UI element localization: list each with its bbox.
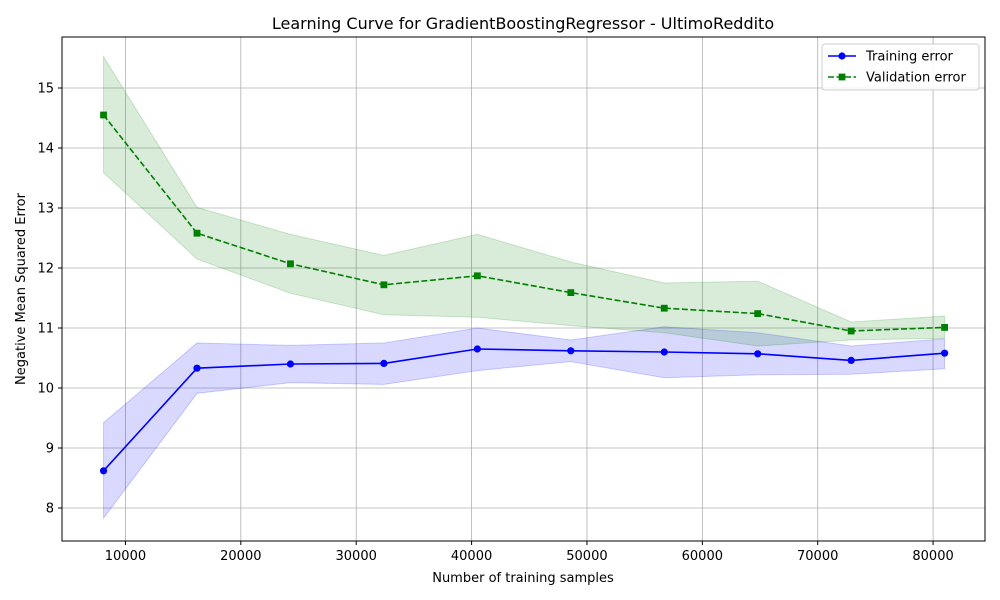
confidence-band-validation (103, 55, 946, 347)
series-line-validation (102, 114, 945, 332)
x-tick-label: 20000 (220, 549, 261, 564)
data-point-training (660, 348, 668, 356)
data-point-training (847, 356, 855, 364)
data-point-validation (660, 304, 668, 312)
data-point-training (473, 345, 481, 353)
data-point-validation (473, 272, 481, 280)
axes-frame (61, 36, 986, 542)
x-tick-label: 40000 (451, 549, 492, 564)
data-point-training (286, 360, 295, 368)
x-tick-label: 80000 (912, 549, 953, 564)
legend-marker-validation (838, 73, 846, 81)
x-axis-label: Number of training samples (432, 571, 614, 586)
y-tick-label: 11 (37, 322, 54, 337)
y-tick-label: 8 (46, 502, 54, 517)
legend-box (821, 43, 980, 91)
data-point-validation (100, 111, 107, 119)
data-point-training (941, 349, 949, 357)
y-tick-label: 12 (37, 262, 54, 277)
data-point-training (567, 347, 575, 355)
data-point-training (193, 364, 201, 372)
data-point-validation (287, 260, 294, 268)
data-point-validation (193, 229, 201, 237)
x-tick-label: 60000 (682, 549, 723, 564)
legend-label-training: Training error (865, 50, 954, 65)
data-point-training (380, 359, 388, 367)
y-tick-label: 10 (37, 382, 54, 397)
x-tick-label: 10000 (105, 549, 146, 564)
y-tick-label: 15 (37, 82, 54, 97)
x-tick-label: 70000 (797, 549, 838, 564)
data-point-validation (847, 327, 855, 335)
series-line-training (102, 348, 945, 472)
data-point-training (99, 467, 108, 475)
x-tick-label: 50000 (566, 549, 607, 564)
data-point-training (754, 350, 762, 358)
legend: Training error Validation error (821, 43, 980, 91)
y-tick-label: 9 (46, 442, 54, 457)
data-point-validation (380, 281, 388, 289)
data-point-validation (941, 324, 949, 331)
legend-label-validation: Validation error (866, 71, 966, 86)
y-tick-label: 13 (37, 202, 54, 217)
chart-title: Learning Curve for GradientBoostingRegre… (272, 14, 774, 33)
confidence-band-training (103, 326, 946, 520)
x-tick-label: 30000 (336, 549, 377, 564)
data-point-validation (754, 310, 762, 317)
legend-marker-training (838, 52, 846, 60)
y-axis-label: Negative Mean Squared Error (14, 192, 29, 385)
data-point-validation (567, 289, 575, 296)
plot-area: 10000 20000 30000 40000 50000 60000 70000 80000… (37, 36, 986, 564)
y-tick-label: 14 (37, 142, 54, 157)
